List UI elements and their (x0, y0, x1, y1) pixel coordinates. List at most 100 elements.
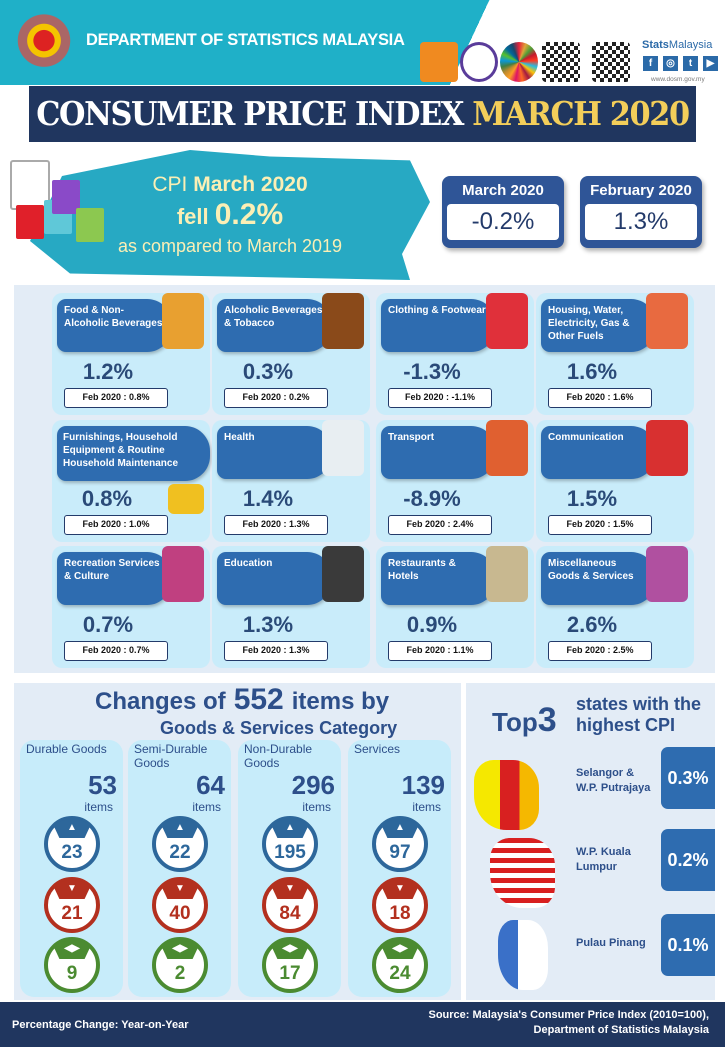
category-card: Furnishings, Household Equipment & Routi… (52, 420, 210, 542)
facebook-icon[interactable]: f (643, 56, 658, 71)
category-card: Education 1.3% Feb 2020 : 1.3% (212, 546, 370, 668)
cosmetics-icon (646, 546, 688, 602)
arrow-left-right-icon: ◀▶ (64, 943, 80, 954)
category-name: Restaurants & Hotels (381, 552, 496, 605)
instagram-icon[interactable]: ◎ (663, 56, 678, 71)
decreased-badge: ▼ 21 (44, 877, 100, 933)
group-unit: items (192, 800, 221, 814)
arrow-up-icon: ▲ (175, 822, 185, 833)
state-value: 0.3% (661, 747, 715, 809)
unchanged-badge: ◀▶ 17 (262, 937, 318, 993)
category-card: Transport -8.9% Feb 2020 : 2.4% (376, 420, 534, 542)
category-card: Clothing & Footwear -1.3% Feb 2020 : -1.… (376, 293, 534, 415)
category-value: 1.6% (566, 359, 618, 384)
category-value: 0.7% (82, 612, 134, 637)
headline-cpi: CPI March 2020 fell 0.2% as compared to … (117, 173, 343, 256)
category-name: Furnishings, Household Equipment & Routi… (57, 426, 210, 481)
state-value: 0.1% (661, 914, 715, 976)
burger-icon (162, 293, 204, 349)
arrow-up-icon: ▲ (395, 822, 405, 833)
category-name: Miscellaneous Goods & Services (541, 552, 656, 605)
building-icon (486, 546, 528, 602)
kuala-lumpur-map-icon (490, 838, 555, 908)
group-name: Semi-Durable Goods (134, 742, 208, 770)
furniture-icon (168, 484, 204, 514)
category-name: Recreation Services & Culture (57, 552, 172, 605)
category-name: Housing, Water, Electricity, Gas & Other… (541, 299, 656, 352)
group-count: 64 (196, 770, 225, 800)
state-name: Pulau Pinang (576, 937, 646, 949)
category-card: Health 1.4% Feb 2020 : 1.3% (212, 420, 370, 542)
guitar-icon (162, 546, 204, 602)
penang-map-icon (498, 920, 548, 990)
decreased-badge: ▼ 84 (262, 877, 318, 933)
group-name: Services (354, 742, 401, 756)
group-count: 296 (291, 770, 335, 800)
qr-code[interactable] (542, 42, 580, 82)
category-name: Transport (381, 426, 496, 479)
category-feb-value: Feb 2020 : 0.2% (224, 388, 328, 408)
item-group-column: Non-Durable Goods 296 items ▲ 195 ▼ 84 ◀▶ 1… (238, 740, 341, 997)
category-feb-value: Feb 2020 : 0.8% (64, 388, 168, 408)
shopping-bag-icon (16, 205, 44, 239)
category-value: 0.3% (242, 359, 294, 384)
unchanged-badge: ◀▶ 24 (372, 937, 428, 993)
arrow-down-icon: ▼ (67, 883, 77, 894)
website-link[interactable]: www.dosm.gov.my (651, 76, 705, 83)
category-value: -1.3% (403, 359, 461, 384)
category-card: Housing, Water, Electricity, Gas & Other… (536, 293, 694, 415)
category-name: Education (217, 552, 332, 605)
category-value: -8.9% (403, 486, 461, 511)
group-name: Durable Goods (26, 742, 107, 756)
category-card: Restaurants & Hotels 0.9% Feb 2020 : 1.1… (376, 546, 534, 668)
category-value: 0.8% (81, 486, 133, 511)
qr-code-facebook[interactable] (592, 42, 630, 82)
arrow-left-right-icon: ◀▶ (172, 943, 188, 954)
increased-badge: ▲ 97 (372, 816, 428, 872)
transport-icon (486, 420, 528, 476)
unchanged-badge: ◀▶ 9 (44, 937, 100, 993)
item-group-column: Services 139 items ▲ 97 ▼ 18 ◀▶ 24 (348, 740, 451, 997)
arrow-left-right-icon: ◀▶ (392, 943, 408, 954)
footer: Percentage Change: Year-on-Year Source: … (0, 1002, 725, 1047)
arrow-left-right-icon: ◀▶ (282, 943, 298, 954)
arrow-down-icon: ▼ (175, 883, 185, 894)
increased-badge: ▲ 22 (152, 816, 208, 872)
arrow-down-icon: ▼ (395, 883, 405, 894)
house-icon (646, 293, 688, 349)
top3-heading: Top3 (492, 701, 557, 739)
arrow-up-icon: ▲ (285, 822, 295, 833)
bottle-icon (322, 293, 364, 349)
items-subtitle: Goods & Services Category (160, 718, 398, 738)
category-feb-value: Feb 2020 : 1.5% (548, 515, 652, 535)
category-feb-value: Feb 2020 : 1.1% (388, 641, 492, 661)
state-name: Selangor & W.P. Putrajaya (576, 767, 651, 794)
category-value: 1.5% (566, 486, 618, 511)
arrow-up-icon: ▲ (67, 822, 77, 833)
category-name: Alcoholic Beverages & Tobacco (217, 299, 332, 352)
footer-note: Percentage Change: Year-on-Year (12, 1019, 189, 1031)
hospital-icon (322, 420, 364, 476)
category-value: 1.3% (242, 612, 294, 637)
category-feb-value: Feb 2020 : 1.3% (224, 641, 328, 661)
category-feb-value: Feb 2020 : -1.1% (388, 388, 492, 408)
phone-icon (646, 420, 688, 476)
category-card: Alcoholic Beverages & Tobacco 0.3% Feb 2… (212, 293, 370, 415)
state-name: W.P. Kuala Lumpur (576, 846, 631, 873)
graduation-cap-icon (322, 546, 364, 602)
item-group-column: Durable Goods 53 items ▲ 23 ▼ 21 ◀▶ 9 (20, 740, 123, 997)
arrow-down-icon: ▼ (285, 883, 295, 894)
group-unit: items (84, 800, 113, 814)
group-count: 139 (401, 770, 445, 800)
coat-of-arms-logo (8, 10, 80, 78)
summary-february-2020: February 2020 1.3% (580, 176, 702, 248)
category-feb-value: Feb 2020 : 1.0% (64, 515, 168, 535)
sdg-logo (500, 42, 538, 82)
census-logo (420, 42, 458, 82)
selangor-map-icon (474, 760, 539, 830)
twitter-icon[interactable]: t (683, 56, 698, 71)
unchanged-badge: ◀▶ 2 (152, 937, 208, 993)
category-card: Food & Non-Alcoholic Beverages 1.2% Feb … (52, 293, 210, 415)
youtube-icon[interactable]: ▶ (703, 56, 718, 71)
category-name: Food & Non-Alcoholic Beverages (57, 299, 172, 352)
